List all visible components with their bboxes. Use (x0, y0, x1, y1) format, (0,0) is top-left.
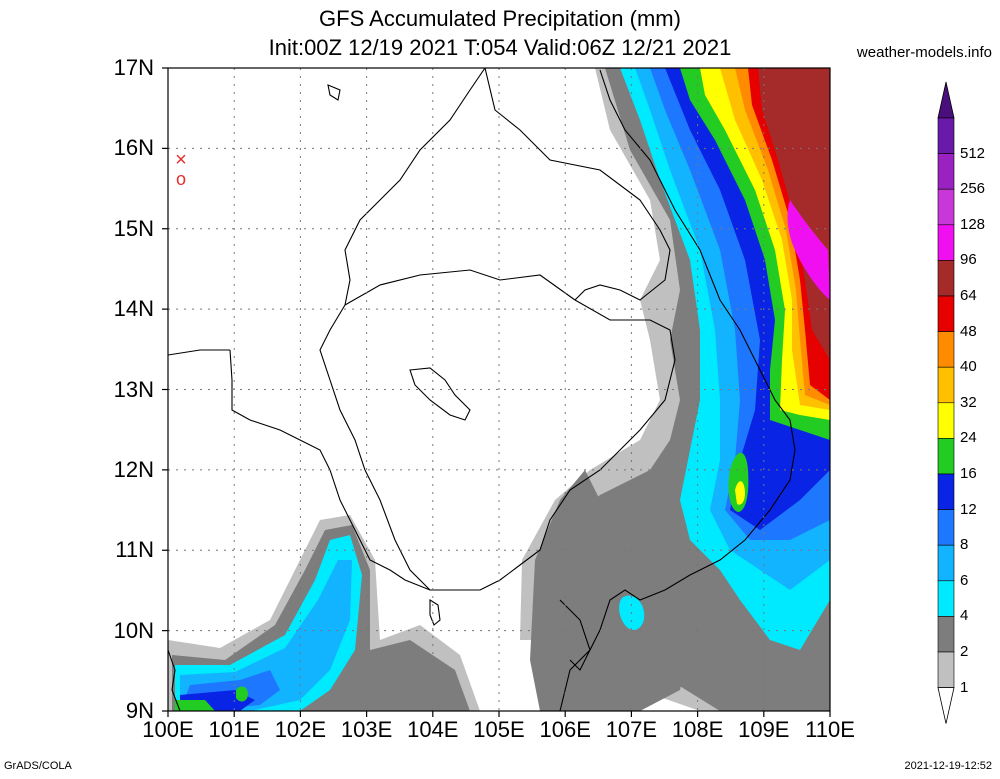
legend-label: 1 (960, 678, 969, 696)
precip-6mm-southwest (180, 560, 352, 711)
lat-tick-label: 12N (113, 456, 154, 482)
legend-bottom-arrow (937, 687, 955, 724)
map-subtitle: Init:00Z 12/19 2021 T:054 Valid:06Z 12/2… (268, 35, 732, 60)
legend-label: 48 (960, 322, 977, 340)
precip-2mm-south-central (530, 470, 690, 711)
lat-tick-label: 10N (113, 617, 154, 643)
coastline-vietnam (559, 69, 796, 711)
coastline-gulf-thailand (329, 469, 480, 591)
legend-label: 512 (960, 144, 986, 162)
map-title: GFS Accumulated Precipitation (mm) (319, 6, 681, 31)
lat-tick-label: 11N (115, 537, 154, 563)
legend-swatch (937, 366, 955, 404)
legend-swatch (937, 224, 955, 261)
legend-swatch (937, 438, 955, 475)
border-thailand-cambodia (344, 269, 576, 306)
graticule (168, 68, 830, 711)
footer-software: GrADS/COLA (4, 760, 72, 772)
lon-tick-label: 101E (208, 717, 260, 742)
legend-swatch (937, 153, 955, 190)
myanmar-coast (168, 649, 181, 711)
source-label: weather-models.info (856, 44, 992, 61)
legend-swatch (937, 616, 955, 653)
legend-colorbar (937, 81, 955, 724)
axis-ticks (162, 67, 831, 717)
legend-swatch (937, 117, 955, 154)
lon-tick-label: 110E (805, 717, 855, 742)
lon-tick-label: 108E (671, 717, 724, 742)
location-marker-x: × (175, 149, 187, 171)
lon-tick-label: 102E (274, 717, 327, 742)
legend-swatch (937, 331, 955, 368)
lat-tick-label: 14N (113, 296, 154, 322)
legend-label: 64 (960, 287, 977, 304)
legend-swatch (937, 544, 955, 582)
legend-swatch (937, 188, 955, 226)
mekong-delta (559, 599, 591, 671)
legend-top-arrow (937, 81, 955, 119)
legend-label: 96 (960, 251, 977, 269)
lon-tick-label: 109E (738, 717, 790, 742)
island-coast-fragment (327, 84, 341, 101)
legend-swatch (937, 651, 955, 688)
border-thailand-laos-north (344, 68, 486, 306)
footer-timestamp: 2021-12-19-12:52 (904, 760, 992, 772)
lat-tick-label: 13N (113, 376, 154, 402)
boundaries (168, 68, 796, 711)
legend-swatch (937, 580, 955, 617)
lon-tick-label: 107E (605, 717, 658, 742)
legend-swatch (937, 295, 955, 332)
precip-96mm-core (787, 200, 830, 300)
location-marker-o: o (176, 169, 186, 189)
legend-label: 4 (960, 607, 969, 625)
lon-tick-label: 105E (473, 717, 525, 742)
lat-tick-label: 16N (113, 135, 154, 161)
lon-tick-label: 103E (340, 717, 393, 742)
lon-tick-label: 104E (407, 717, 459, 742)
legend-label: 256 (960, 180, 986, 198)
precip-24mm-cell (735, 481, 745, 505)
legend-swatch (937, 260, 955, 297)
lake-tonle-sap (409, 367, 471, 421)
legend-label: 32 (960, 393, 977, 411)
legend-label: 128 (960, 215, 986, 233)
border-laos-vietnam (484, 68, 671, 301)
lon-tick-label: 100E (142, 717, 194, 742)
legend-swatch (937, 509, 955, 546)
lat-tick-label: 15N (113, 215, 154, 241)
legend-label: 24 (960, 429, 977, 447)
precip-16mm-southwest (175, 700, 215, 711)
lat-tick-label: 9N (125, 698, 154, 723)
legend-label: 12 (960, 500, 977, 518)
legend-swatch (937, 402, 955, 439)
lon-tick-label: 106E (539, 717, 591, 742)
lat-tick-label: 17N (113, 55, 154, 80)
legend-label: 2 (960, 643, 969, 660)
legend-label: 16 (960, 465, 977, 482)
coastline-thailand-west (229, 349, 331, 471)
border-myanmar-thailand (168, 349, 230, 356)
legend-swatch (937, 473, 955, 510)
legend-label: 8 (960, 536, 969, 554)
legend-label: 6 (960, 571, 969, 589)
precip-16mm-spot (236, 686, 248, 702)
legend-label: 40 (960, 358, 977, 376)
island-phu-quoc (429, 599, 441, 626)
border-cambodia-vietnam (479, 299, 676, 591)
